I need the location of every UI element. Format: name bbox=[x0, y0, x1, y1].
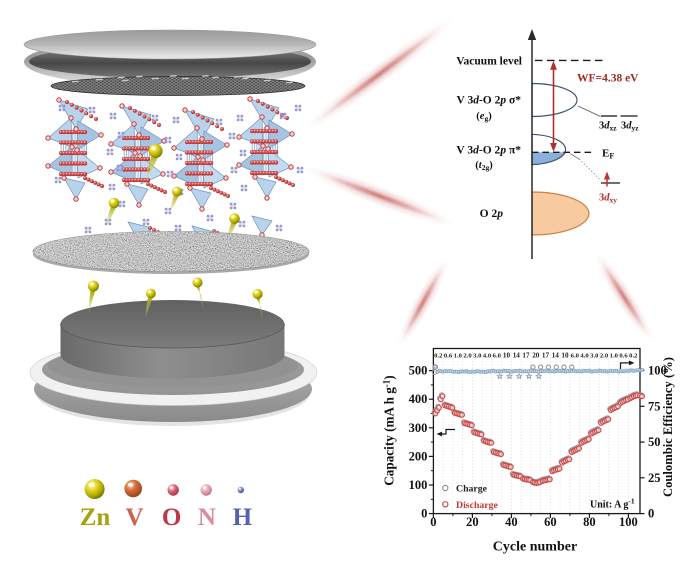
svg-text:4.0: 4.0 bbox=[580, 353, 589, 360]
svg-text:0: 0 bbox=[421, 507, 427, 521]
svg-text:40: 40 bbox=[505, 515, 518, 529]
svg-text:N: N bbox=[198, 504, 216, 531]
svg-text:H: H bbox=[233, 504, 253, 531]
svg-text:O: O bbox=[162, 504, 181, 531]
svg-text:17: 17 bbox=[542, 352, 550, 360]
svg-text:Charge: Charge bbox=[456, 484, 488, 495]
svg-text:(eg): (eg) bbox=[476, 111, 492, 123]
svg-text:3dyz: 3dyz bbox=[621, 121, 639, 133]
svg-text:0.6: 0.6 bbox=[619, 353, 628, 360]
svg-text:2.0: 2.0 bbox=[463, 353, 472, 360]
svg-text:14: 14 bbox=[513, 352, 521, 360]
svg-text:Vacuum level: Vacuum level bbox=[456, 56, 522, 68]
svg-text:80: 80 bbox=[583, 515, 596, 529]
svg-text:17: 17 bbox=[522, 352, 530, 360]
svg-text:100: 100 bbox=[409, 478, 428, 492]
svg-text:100: 100 bbox=[648, 364, 667, 378]
svg-text:10: 10 bbox=[561, 352, 569, 360]
svg-text:Cycle number: Cycle number bbox=[493, 540, 577, 555]
svg-text:4.0: 4.0 bbox=[483, 353, 492, 360]
svg-text:2.0: 2.0 bbox=[600, 353, 609, 360]
svg-text:100: 100 bbox=[619, 515, 638, 529]
svg-text:6.0: 6.0 bbox=[493, 353, 502, 360]
svg-text:1.0: 1.0 bbox=[610, 353, 619, 360]
svg-text:3dxz: 3dxz bbox=[599, 121, 617, 133]
svg-text:Zn: Zn bbox=[80, 504, 111, 531]
svg-text:60: 60 bbox=[544, 515, 557, 529]
svg-text:3.0: 3.0 bbox=[473, 353, 482, 360]
svg-text:400: 400 bbox=[409, 392, 428, 406]
svg-text:Capacity (mA h g-1): Capacity (mA h g-1) bbox=[382, 375, 397, 485]
svg-text:3dxy: 3dxy bbox=[599, 193, 617, 205]
svg-text:20: 20 bbox=[466, 515, 479, 529]
svg-text:0.2: 0.2 bbox=[629, 353, 638, 360]
svg-text:0: 0 bbox=[648, 507, 654, 521]
svg-text:EF: EF bbox=[602, 148, 614, 161]
svg-text:O 2p: O 2p bbox=[480, 208, 504, 220]
svg-text:20: 20 bbox=[532, 352, 540, 360]
svg-text:V: V bbox=[125, 504, 143, 531]
svg-text:0.6: 0.6 bbox=[444, 353, 453, 360]
svg-text:25: 25 bbox=[648, 471, 661, 485]
svg-text:Unit: A g-1: Unit: A g-1 bbox=[590, 497, 635, 511]
svg-text:0: 0 bbox=[430, 515, 436, 529]
svg-text:300: 300 bbox=[409, 421, 428, 435]
svg-text:14: 14 bbox=[552, 352, 560, 360]
svg-text:200: 200 bbox=[409, 449, 428, 463]
svg-text:(t2g): (t2g) bbox=[475, 160, 493, 172]
svg-text:V 3d-O 2p π*: V 3d-O 2p π* bbox=[456, 145, 521, 157]
svg-text:1.0: 1.0 bbox=[454, 353, 463, 360]
svg-text:V 3d-O 2p σ*: V 3d-O 2p σ* bbox=[456, 95, 521, 107]
svg-text:75: 75 bbox=[648, 399, 661, 413]
svg-text:500: 500 bbox=[409, 364, 428, 378]
svg-text:3.0: 3.0 bbox=[590, 353, 599, 360]
svg-text:6.0: 6.0 bbox=[571, 353, 580, 360]
svg-text:10: 10 bbox=[503, 352, 511, 360]
svg-text:Discharge: Discharge bbox=[456, 500, 499, 511]
svg-text:50: 50 bbox=[648, 435, 661, 449]
svg-text:0.2: 0.2 bbox=[434, 353, 443, 360]
svg-text:Coulombic Efficiency (%): Coulombic Efficiency (%) bbox=[661, 357, 675, 497]
svg-text:WF=4.38 eV: WF=4.38 eV bbox=[577, 73, 639, 85]
